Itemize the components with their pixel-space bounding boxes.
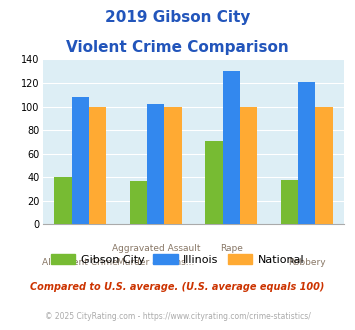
Bar (298, 82, 315, 224)
Text: Rape: Rape (220, 244, 242, 253)
Text: All Violent Crime: All Violent Crime (43, 258, 118, 267)
Text: Aggravated Assault: Aggravated Assault (111, 244, 200, 253)
Bar (164, 107, 182, 224)
Text: Robbery: Robbery (288, 258, 326, 267)
Bar (72, 97, 89, 224)
Text: © 2025 CityRating.com - https://www.cityrating.com/crime-statistics/: © 2025 CityRating.com - https://www.city… (45, 312, 310, 321)
Bar (240, 107, 257, 224)
Text: Violent Crime Comparison: Violent Crime Comparison (66, 40, 289, 54)
Bar (147, 104, 164, 224)
Text: 2019 Gibson City: 2019 Gibson City (105, 10, 250, 25)
Bar (89, 107, 106, 224)
Text: Compared to U.S. average. (U.S. average equals 100): Compared to U.S. average. (U.S. average … (30, 282, 325, 292)
Text: Murder & Mans...: Murder & Mans... (117, 258, 195, 267)
Bar (315, 107, 333, 224)
Bar (130, 181, 147, 224)
Bar (54, 177, 72, 224)
Legend: Gibson City, Illinois, National: Gibson City, Illinois, National (46, 250, 309, 269)
Bar (205, 141, 223, 224)
Bar (280, 180, 298, 224)
Bar (223, 71, 240, 224)
